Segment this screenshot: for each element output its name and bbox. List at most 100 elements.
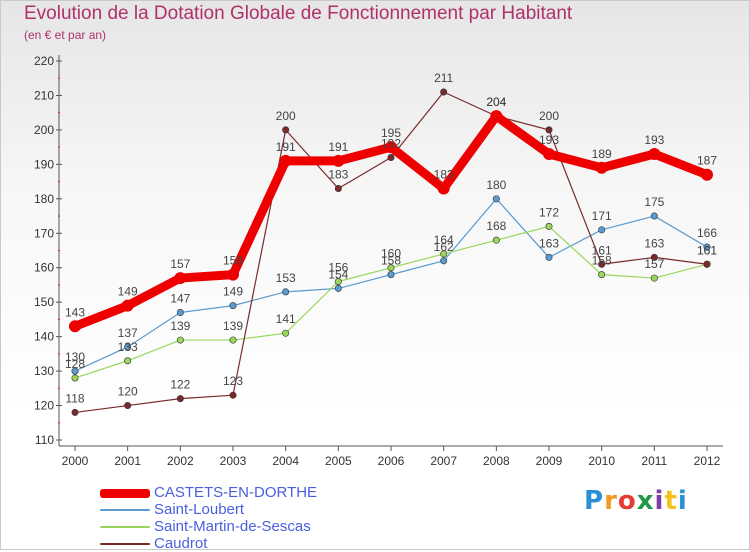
data-label: 154 xyxy=(328,267,348,281)
data-point xyxy=(701,168,713,181)
data-point xyxy=(334,278,342,286)
y-tick-label: 180 xyxy=(34,192,54,206)
data-point xyxy=(174,272,187,285)
data-point xyxy=(703,260,711,268)
data-label: 204 xyxy=(486,95,506,109)
data-point xyxy=(229,336,237,344)
data-point xyxy=(71,408,79,416)
data-label: 157 xyxy=(170,257,190,271)
data-point xyxy=(229,302,237,310)
data-point xyxy=(648,148,661,161)
data-point xyxy=(387,264,395,272)
data-point xyxy=(595,161,608,174)
data-point xyxy=(387,153,395,161)
data-point xyxy=(650,274,658,282)
data-label: 166 xyxy=(697,226,717,240)
data-label: 183 xyxy=(434,167,454,181)
data-label: 163 xyxy=(539,236,559,250)
y-tick-label: 210 xyxy=(34,88,54,102)
data-point xyxy=(121,299,134,312)
legend-swatch xyxy=(100,543,150,545)
data-label: 180 xyxy=(486,178,506,192)
data-point xyxy=(332,154,345,167)
y-tick-label: 130 xyxy=(34,364,54,378)
y-tick-label: 220 xyxy=(34,54,54,68)
data-label: 158 xyxy=(381,254,401,268)
data-label: 200 xyxy=(539,109,559,123)
data-label: 191 xyxy=(276,140,296,154)
legend-swatch xyxy=(100,509,150,511)
data-label: 137 xyxy=(118,326,138,340)
x-tick-label: 2010 xyxy=(588,454,615,468)
data-label: 162 xyxy=(434,240,454,254)
x-tick-label: 2001 xyxy=(114,454,141,468)
y-tick-label: 120 xyxy=(34,399,54,413)
data-label: 156 xyxy=(328,261,348,275)
data-point xyxy=(440,250,448,258)
data-label: 164 xyxy=(434,233,454,247)
data-point xyxy=(227,268,239,281)
data-point xyxy=(176,395,184,403)
data-label: 211 xyxy=(434,71,453,85)
data-point xyxy=(598,271,606,279)
data-point xyxy=(543,148,555,161)
y-tick-label: 140 xyxy=(34,330,54,344)
data-point xyxy=(176,336,184,344)
proxiti-logo: Proxiti xyxy=(584,486,688,516)
data-point xyxy=(650,253,658,261)
x-tick-label: 2004 xyxy=(272,454,299,468)
data-label: 168 xyxy=(486,219,506,233)
x-tick-label: 2008 xyxy=(483,454,510,468)
data-point xyxy=(492,236,500,244)
data-point xyxy=(387,271,395,279)
data-label: 139 xyxy=(170,319,190,333)
x-tick-label: 2000 xyxy=(62,454,89,468)
data-point xyxy=(440,257,448,265)
data-label: 161 xyxy=(697,243,717,257)
data-point xyxy=(229,391,237,399)
data-label: 130 xyxy=(65,350,85,364)
data-label: 193 xyxy=(539,133,559,147)
data-label: 141 xyxy=(276,312,296,326)
legend-label: Saint-Loubert xyxy=(154,501,245,518)
data-point xyxy=(545,253,553,261)
data-point xyxy=(124,402,132,410)
data-point xyxy=(69,320,81,333)
data-label: 122 xyxy=(170,378,190,392)
data-label: 204 xyxy=(486,95,506,109)
data-point xyxy=(124,357,132,365)
data-label: 120 xyxy=(118,385,138,399)
data-point xyxy=(334,284,342,292)
data-point xyxy=(490,110,503,123)
data-label: 123 xyxy=(223,374,243,388)
data-point xyxy=(71,374,79,382)
chart-title: Evolution de la Dotation Globale de Fonc… xyxy=(24,3,573,24)
data-label: 183 xyxy=(328,167,348,181)
legend-label: Caudrot xyxy=(154,535,208,552)
data-point xyxy=(492,195,500,203)
legend-swatch xyxy=(100,489,150,498)
y-tick-label: 200 xyxy=(34,123,54,137)
data-label: 172 xyxy=(539,205,559,219)
legend-swatch xyxy=(100,526,150,528)
y-tick-label: 190 xyxy=(34,157,54,171)
x-tick-label: 2003 xyxy=(220,454,247,468)
data-label: 191 xyxy=(328,140,348,154)
data-label: 171 xyxy=(592,209,612,223)
data-label: 193 xyxy=(644,133,664,147)
data-label: 161 xyxy=(592,243,612,257)
data-label: 149 xyxy=(223,285,243,299)
data-point xyxy=(703,243,711,251)
y-tick-label: 150 xyxy=(34,295,54,309)
data-point xyxy=(598,260,606,268)
data-label: 149 xyxy=(118,285,138,299)
data-label: 195 xyxy=(381,126,401,140)
data-point xyxy=(282,288,290,296)
data-label: 200 xyxy=(276,109,296,123)
data-label: 153 xyxy=(276,271,296,285)
x-tick-label: 2006 xyxy=(378,454,405,468)
x-tick-label: 2009 xyxy=(536,454,563,468)
data-point xyxy=(279,154,292,167)
